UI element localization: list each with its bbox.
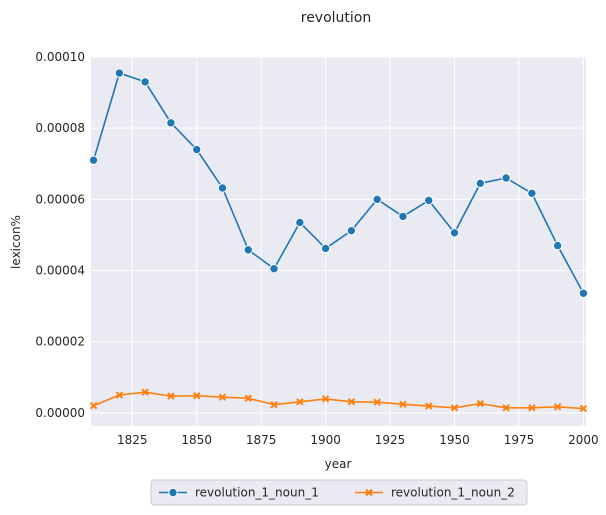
data-point-series-2	[450, 404, 459, 412]
data-point-series-2	[321, 395, 330, 403]
data-point-series-1	[269, 264, 279, 274]
data-point-series-2	[425, 402, 433, 410]
x-ticks: 1825 1850 1875 1900 1925 1950 1975 2000	[117, 433, 599, 447]
data-point-series-2	[115, 391, 124, 399]
y-tick-label: 0.00004	[35, 264, 85, 278]
data-point-series-2	[141, 388, 149, 396]
y-tick-label: 0.00006	[35, 192, 85, 206]
plot-area	[91, 57, 586, 426]
legend-items: revolution_1_noun_1 revolution_1_noun_2	[159, 486, 515, 500]
x-tick-label: 2000	[568, 433, 599, 447]
data-point-series-1	[243, 245, 253, 255]
data-point-series-1	[578, 288, 589, 298]
data-point-series-2	[347, 398, 356, 406]
data-point-series-1	[140, 77, 150, 87]
y-tick-label: 0.00000	[35, 406, 85, 420]
y-tick-label: 0.00002	[35, 335, 85, 349]
series-markers	[88, 68, 589, 413]
legend-marker-1	[168, 487, 178, 498]
y-ticks: 0.00000 0.00002 0.00004 0.00006 0.00008 0.000…	[35, 50, 85, 420]
x-tick-label: 1825	[117, 433, 148, 447]
data-point-series-1	[449, 228, 460, 238]
data-point-series-2	[476, 399, 485, 408]
chart-title: revolution	[301, 10, 372, 26]
data-point-series-2	[373, 398, 381, 406]
series-line-2	[93, 391, 584, 410]
data-point-series-2	[192, 392, 201, 400]
data-point-series-2	[296, 398, 304, 406]
data-point-series-1	[501, 173, 511, 183]
legend-box	[150, 479, 528, 506]
data-point-series-2	[399, 400, 407, 409]
data-point-series-2	[528, 404, 536, 412]
legend-marker-2	[365, 488, 373, 497]
data-point-series-2	[89, 402, 98, 410]
y-tick-label: 0.00008	[35, 121, 85, 135]
x-tick-label: 1975	[504, 433, 535, 447]
data-point-series-2	[167, 392, 175, 400]
data-point-series-1	[475, 178, 485, 189]
data-point-series-2	[270, 400, 278, 409]
x-tick-label: 1900	[310, 433, 341, 447]
y-tick-label: 0.00010	[35, 50, 85, 64]
data-point-series-1	[552, 240, 563, 251]
data-point-series-2	[218, 393, 227, 401]
data-point-series-2	[553, 403, 562, 411]
x-tick-label: 1875	[246, 433, 277, 447]
x-axis-label: year	[325, 457, 352, 471]
data-point-series-1	[295, 217, 305, 228]
data-point-series-1	[346, 225, 357, 236]
data-point-series-1	[114, 68, 125, 78]
data-point-series-2	[244, 394, 252, 402]
data-point-series-1	[217, 183, 228, 193]
legend-label: revolution_1_noun_1	[195, 486, 319, 500]
data-point-series-2	[579, 404, 588, 413]
data-point-series-1	[527, 188, 537, 198]
data-point-series-1	[88, 155, 99, 165]
data-point-series-1	[372, 194, 382, 205]
data-point-series-1	[192, 144, 202, 155]
data-point-series-1	[398, 211, 408, 222]
x-tick-label: 1950	[439, 433, 470, 447]
y-axis-label: lexicon%	[9, 215, 23, 269]
legend: revolution_1_noun_1 revolution_1_noun_2	[150, 479, 528, 506]
grid	[91, 56, 586, 426]
legend-label: revolution_1_noun_2	[391, 486, 515, 500]
data-point-series-2	[502, 404, 510, 412]
data-point-series-1	[320, 243, 331, 254]
data-point-series-1	[166, 118, 176, 128]
x-tick-label: 1850	[181, 433, 212, 447]
x-tick-label: 1925	[375, 433, 406, 447]
data-point-series-1	[424, 195, 434, 206]
